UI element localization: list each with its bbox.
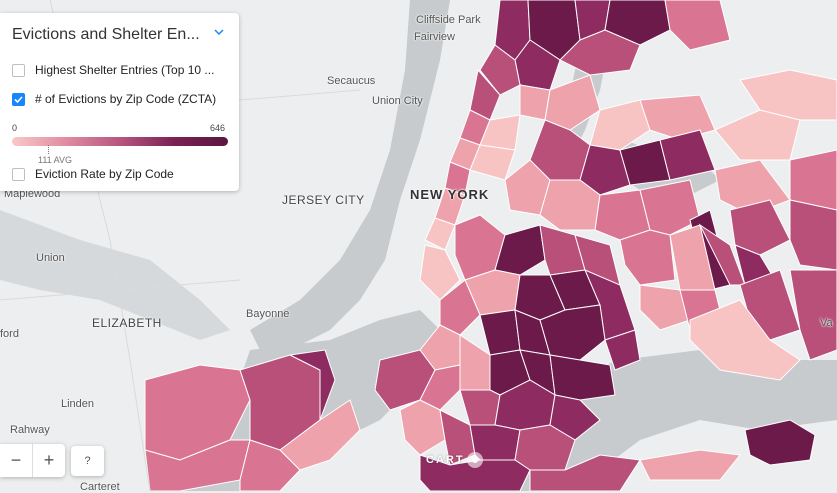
legend-ramp — [12, 137, 228, 146]
layer-label: Highest Shelter Entries (Top 10 ... — [35, 63, 215, 77]
place-label-maplewood: Maplewood — [4, 188, 61, 200]
place-label-va: Va — [820, 317, 833, 329]
place-label-jersey-city: JERSEY CITY — [282, 193, 365, 207]
layer-evictions-zcta[interactable]: # of Evictions by Zip Code (ZCTA) — [12, 92, 225, 106]
chevron-down-icon[interactable] — [214, 27, 224, 37]
place-label-union-city: Union City — [372, 95, 423, 107]
zoom-control: − + — [0, 444, 65, 477]
zoom-in-button[interactable]: + — [43, 450, 55, 470]
zoom-divider — [32, 444, 33, 477]
place-label-fairview: Fairview — [414, 31, 455, 43]
place-label-bayonne: Bayonne — [246, 308, 290, 320]
legend-avg-tick — [48, 145, 50, 154]
place-label-new-york: NEW YORK — [410, 187, 490, 202]
checkbox-shelter-entries[interactable] — [12, 63, 25, 77]
help-button[interactable]: ? — [71, 446, 104, 476]
checkbox-eviction-rate[interactable] — [12, 167, 25, 181]
carto-attribution[interactable]: CART — [426, 452, 485, 468]
place-label-linden: Linden — [61, 398, 95, 410]
panel-title[interactable]: Evictions and Shelter En... — [12, 26, 200, 43]
place-label-union: Union — [36, 252, 65, 264]
attribution-text: CART — [426, 454, 465, 466]
layer-panel: Evictions and Shelter En... Highest Shel… — [0, 13, 239, 191]
place-label-rahway: Rahway — [10, 424, 50, 436]
carto-logo-icon — [466, 452, 483, 468]
check-icon — [14, 95, 23, 103]
zoom-out-button[interactable]: − — [10, 450, 22, 470]
place-label-ford: ford — [0, 328, 19, 340]
layer-eviction-rate[interactable]: Eviction Rate by Zip Code — [12, 167, 225, 181]
place-label-elizabeth: ELIZABETH — [92, 316, 162, 330]
legend-max: 646 — [210, 123, 226, 133]
place-label-cliffside-park: Cliffside Park — [416, 14, 481, 26]
legend-avg: 111 AVG — [38, 155, 73, 165]
layer-shelter-entries[interactable]: Highest Shelter Entries (Top 10 ... — [12, 63, 225, 77]
zip-regions[interactable] — [144, 0, 837, 491]
layer-label: Eviction Rate by Zip Code — [35, 167, 174, 181]
place-label-secaucus: Secaucus — [327, 75, 376, 87]
legend-min: 0 — [12, 123, 18, 133]
checkbox-evictions-zcta[interactable] — [12, 92, 25, 106]
layer-label: # of Evictions by Zip Code (ZCTA) — [35, 92, 217, 106]
place-label-carteret: Carteret — [80, 481, 120, 493]
